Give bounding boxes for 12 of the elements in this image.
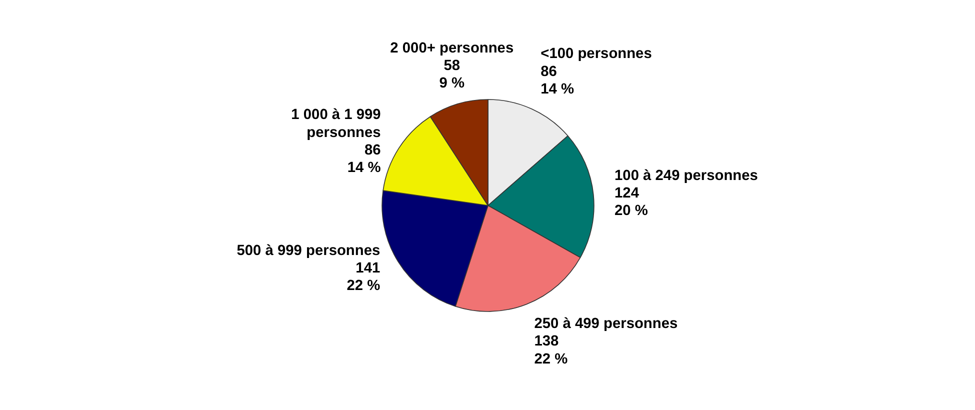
slice-label: <100 personnes [540, 46, 652, 62]
data-label: 141 22 % [346, 260, 380, 294]
data-label: 86 14 % [347, 142, 381, 176]
data-label: 124 20 % [614, 185, 648, 220]
slice-label: 2 000+ personnes [390, 40, 514, 56]
slice-label: 500 à 999 personnes [236, 242, 380, 259]
slice-label: 250 à 499 personnes [534, 316, 678, 332]
data-label: 58 9 % [439, 58, 465, 92]
slice-label: 1 000 à 1 999 personnes [291, 107, 381, 141]
data-label: 86 14 % [540, 64, 574, 98]
slice-label: 100 à 249 personnes [614, 168, 758, 184]
data-label: 138 22 % [534, 334, 568, 368]
